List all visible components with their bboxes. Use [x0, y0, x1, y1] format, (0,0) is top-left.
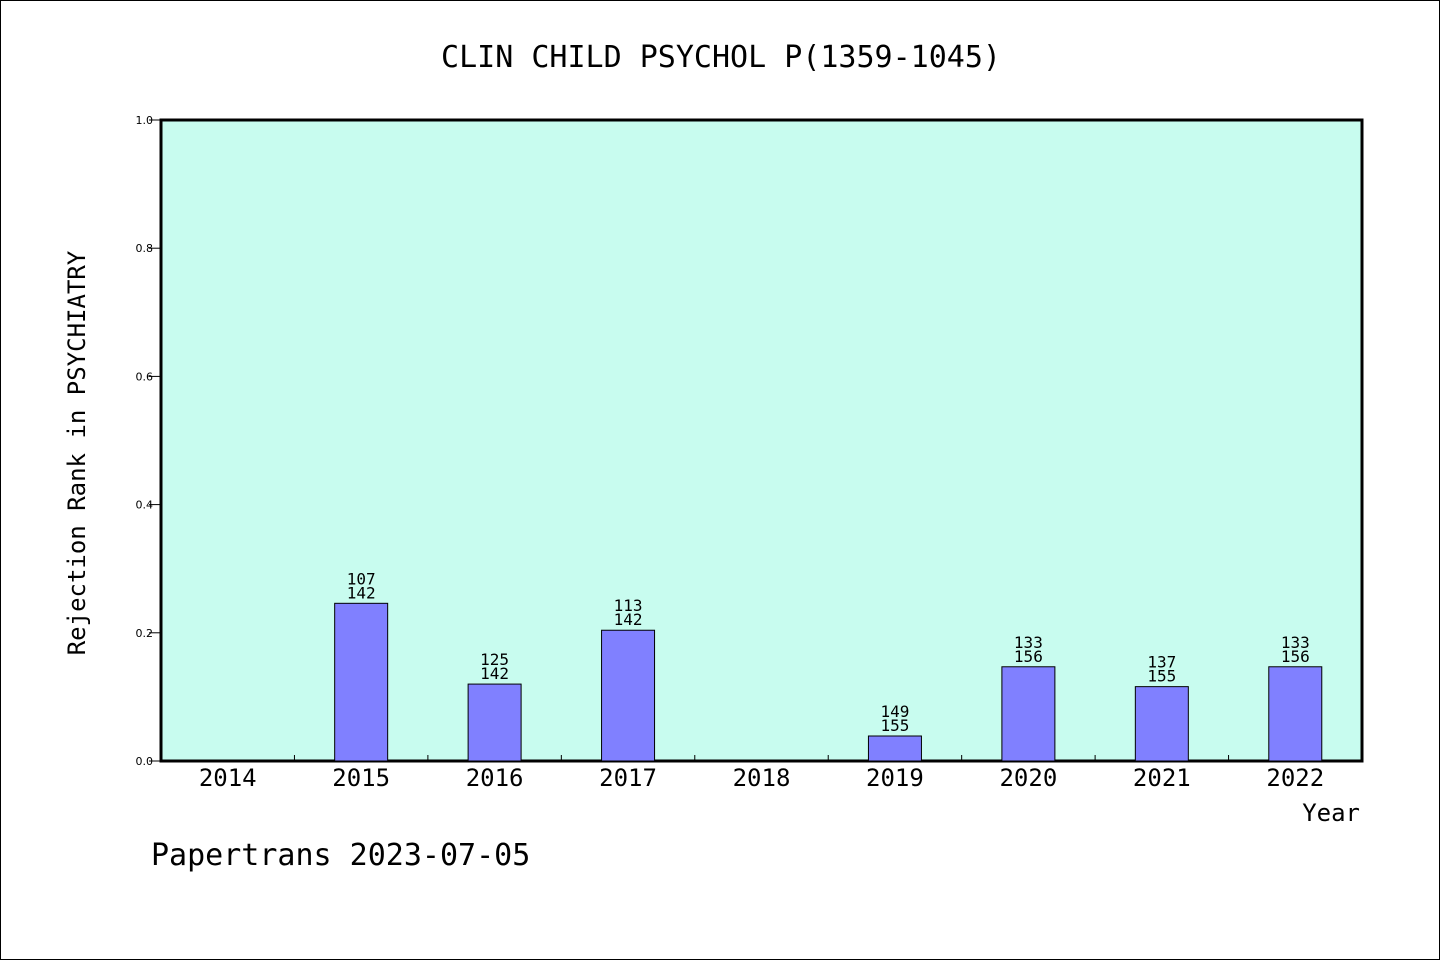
x-tick-label-2018: 2018: [733, 764, 791, 792]
y-tick-label-0.8: 0.8: [136, 242, 154, 255]
bar-label-top-2016: 125: [480, 650, 509, 669]
bar-label-bottom-2017: 142: [614, 610, 643, 629]
bar-label-top-2022: 133: [1281, 633, 1310, 652]
x-tick-label-2017: 2017: [599, 764, 657, 792]
bar-label-bottom-2021: 155: [1147, 667, 1176, 686]
bars: [334, 602, 1323, 762]
bar-label-bottom-2019: 155: [880, 716, 909, 735]
x-tick-label-2022: 2022: [1266, 764, 1324, 792]
x-tick-label-2014: 2014: [199, 764, 257, 792]
y-tick-label-0.2: 0.2: [136, 627, 154, 640]
bar-label-top-2015: 107: [347, 569, 376, 588]
bar-label-top-2017: 113: [614, 596, 643, 615]
bar-label-bottom-2022: 156: [1281, 647, 1310, 666]
bar-2015: [334, 602, 389, 762]
footer-credit: Papertrans 2023-07-05: [151, 838, 530, 873]
bar-label-bottom-2015: 142: [347, 583, 376, 602]
bar-2021: [1134, 686, 1189, 762]
y-axis-label: Rejection Rank in PSYCHIATRY: [63, 250, 91, 655]
x-tick-label-2020: 2020: [999, 764, 1057, 792]
x-axis-ticks: 2014 2015 2016 2017 2018 2019 2020 2021 2022: [199, 755, 1324, 792]
bar-label-bottom-2020: 156: [1014, 647, 1043, 666]
chart-title: CLIN CHILD PSYCHOL P(1359-1045): [441, 40, 1001, 75]
bar-label-top-2021: 137: [1147, 653, 1176, 672]
y-tick-label-1.0: 1.0: [136, 114, 154, 127]
y-tick-label-0.0: 0.0: [136, 755, 154, 768]
y-axis-ticks: 0.0 0.2 0.4 0.6 0.8 1.0: [136, 114, 161, 768]
x-tick-label-2016: 2016: [466, 764, 524, 792]
x-axis-label: Year: [1302, 799, 1360, 827]
x-tick-label-2021: 2021: [1133, 764, 1191, 792]
bar-label-bottom-2016: 142: [480, 664, 509, 683]
y-tick-label-0.4: 0.4: [136, 499, 154, 512]
bar-2016: [467, 683, 522, 762]
bar-2020: [1001, 666, 1056, 762]
bar-label-top-2019: 149: [880, 702, 909, 721]
bar-label-top-2020: 133: [1014, 633, 1043, 652]
y-tick-label-0.6: 0.6: [136, 370, 154, 383]
bar-2019: [867, 735, 922, 762]
x-tick-label-2019: 2019: [866, 764, 924, 792]
x-tick-label-2015: 2015: [332, 764, 390, 792]
bar-2017: [601, 629, 656, 762]
bar-2022: [1268, 666, 1323, 762]
